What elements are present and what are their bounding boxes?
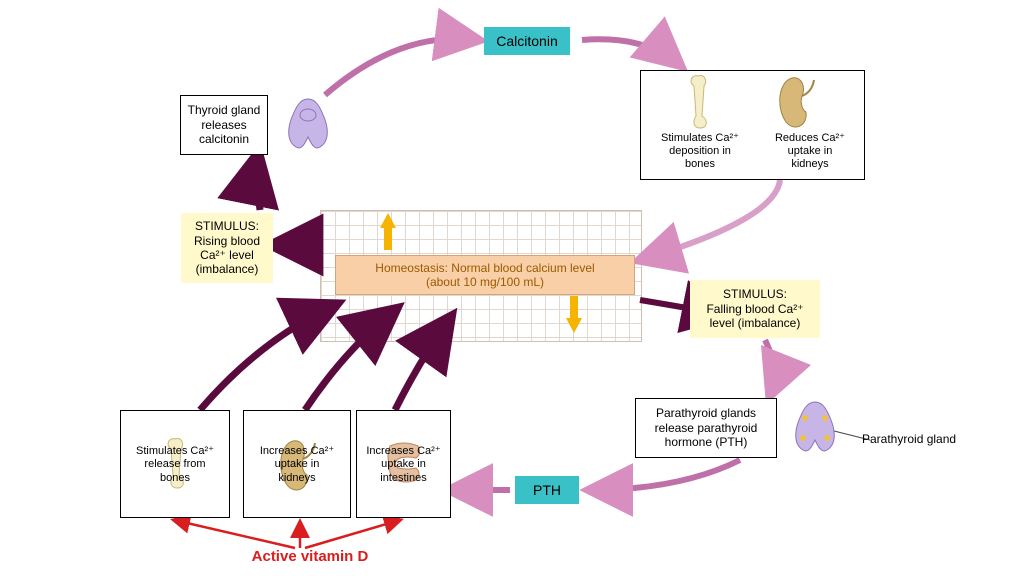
effects-top-box: Stimulates Ca²⁺ deposition in bones Redu…: [640, 70, 865, 180]
eb-m1: Increases Ca²⁺: [260, 445, 334, 458]
parathyroid-gland-label: Parathyroid gland: [862, 432, 992, 446]
thyroid-icon: [276, 93, 340, 157]
stimulus-rising-box: STIMULUS: Rising blood Ca²⁺ level (imbal…: [181, 213, 273, 283]
homeostasis-box: Homeostasis: Normal blood calcium level …: [335, 255, 635, 295]
vit-d-text: Active vitamin D: [252, 548, 369, 566]
thyroid-line1: Thyroid gland: [188, 103, 261, 117]
bone-top-icon: [674, 72, 722, 132]
stimulus-falling-box: STIMULUS: Falling blood Ca²⁺ level (imba…: [690, 280, 820, 338]
stim-f-2: Falling blood Ca²⁺: [706, 302, 803, 316]
eb-r3: intestines: [380, 472, 426, 485]
kidney-top-icon: [772, 72, 820, 132]
eb-r1: Increases Ca²⁺: [366, 445, 440, 458]
eff-top-l1: Stimulates Ca²⁺: [661, 132, 739, 145]
eff-top-l3: bones: [685, 158, 715, 171]
stim-r-1: STIMULUS:: [195, 219, 259, 233]
eff-top-r2: uptake in: [788, 145, 833, 158]
eff-top-l2: deposition in: [669, 145, 731, 158]
parathyroid-icon: [783, 398, 847, 458]
stim-f-1: STIMULUS:: [723, 287, 787, 301]
vitamin-d-label: Active vitamin D: [230, 548, 390, 566]
thyroid-release-box: Thyroid gland releases calcitonin: [180, 95, 368, 157]
stim-f-3: level (imbalance): [710, 316, 801, 330]
thyroid-line2: releases: [201, 118, 246, 132]
calcitonin-label: Calcitonin: [496, 33, 557, 50]
pth-box: PTH: [515, 476, 579, 504]
calcitonin-box: Calcitonin: [484, 27, 570, 55]
pth-label: PTH: [533, 482, 561, 499]
eb-l2: release from: [144, 458, 205, 471]
homeo-2: (about 10 mg/100 mL): [426, 275, 544, 289]
effects-bottom-mid: Increases Ca²⁺ uptake in kidneys: [243, 410, 351, 518]
para-label: Parathyroid gland: [862, 432, 956, 446]
homeo-1: Homeostasis: Normal blood calcium level: [375, 261, 594, 275]
para-2: release parathyroid: [655, 421, 758, 435]
eb-m2: uptake in: [275, 458, 320, 471]
para-3: hormone (PTH): [665, 435, 748, 449]
stim-r-2: Rising blood: [194, 234, 260, 248]
eb-l3: bones: [160, 472, 190, 485]
effects-bottom-right: Increases Ca²⁺ uptake in intestines: [356, 410, 451, 518]
parathyroid-release-box: Parathyroid glands release parathyroid h…: [635, 398, 855, 460]
stim-r-4: (imbalance): [196, 262, 259, 276]
effects-bottom-left: Stimulates Ca²⁺ release from bones: [120, 410, 230, 518]
stim-r-3: Ca²⁺ level: [200, 248, 254, 262]
eb-r2: uptake in: [381, 458, 426, 471]
para-1: Parathyroid glands: [656, 406, 756, 420]
eb-m3: kidneys: [278, 472, 315, 485]
thyroid-line3: calcitonin: [199, 132, 249, 146]
eff-top-r3: kidneys: [791, 158, 828, 171]
eb-l1: Stimulates Ca²⁺: [136, 445, 214, 458]
eff-top-r1: Reduces Ca²⁺: [775, 132, 845, 145]
